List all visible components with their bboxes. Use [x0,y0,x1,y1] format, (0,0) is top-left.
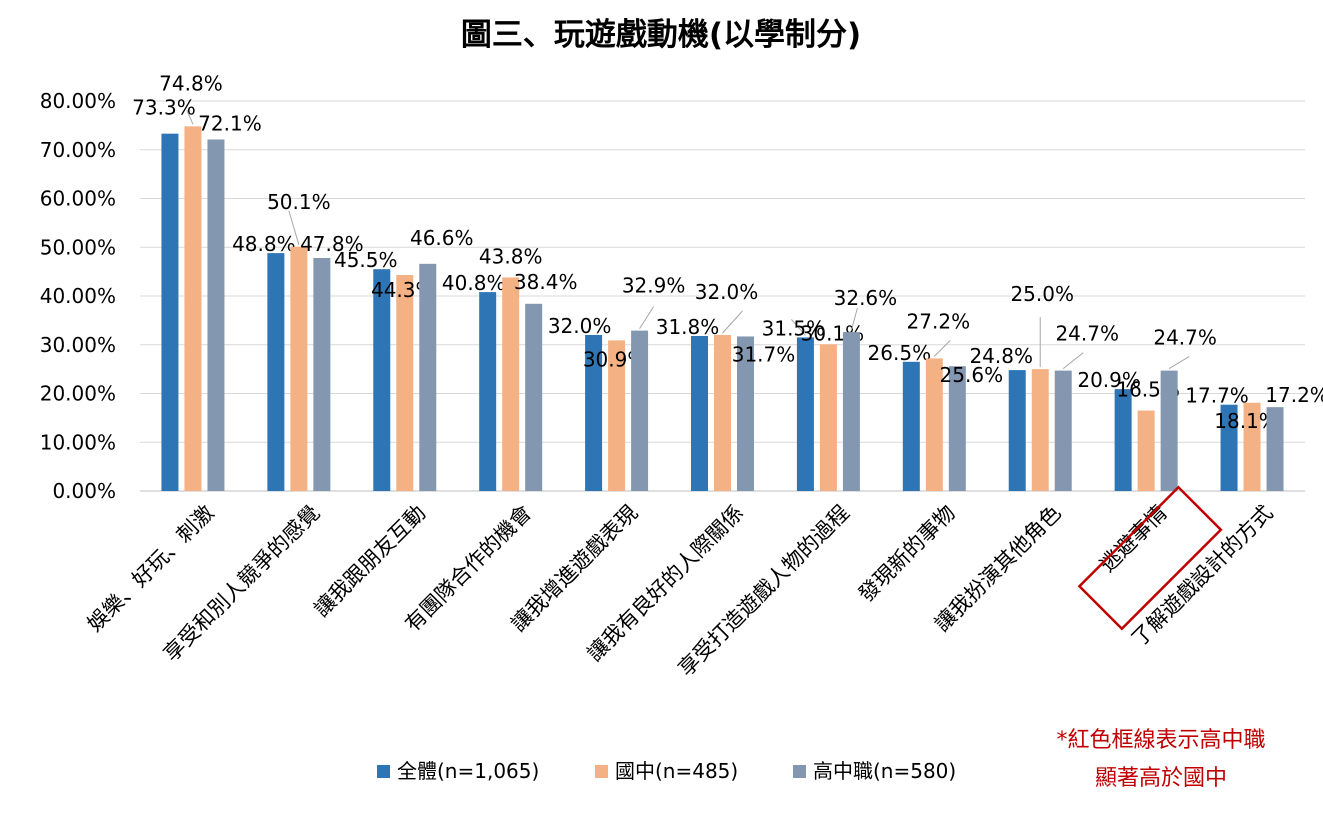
data-label: 25.6% [940,363,1004,387]
leader-line [850,307,858,331]
data-label: 73.3% [132,96,196,120]
leader-line [639,306,655,329]
y-tick-label: 40.00% [40,284,116,308]
bar [290,246,308,491]
legend-swatch [377,765,390,778]
legend-swatch [595,765,608,778]
bar [948,366,966,491]
data-label: 17.7% [1185,384,1249,408]
data-label: 32.0% [695,280,759,304]
bar [479,292,497,491]
y-tick-label: 10.00% [40,430,116,454]
bar [585,335,603,491]
bar [525,303,543,491]
leader-line [288,210,300,245]
x-category-label: 讓我跟朋友互動 [309,501,430,622]
data-label: 17.2% [1265,383,1323,407]
x-category-label: 逃避事情 [1095,501,1171,577]
y-tick-label: 20.00% [40,382,116,406]
leader-line [722,310,743,334]
bar [267,253,285,491]
leader-line [933,340,951,357]
bar [631,330,649,491]
chart-title: 圖三、玩遊戲動機(以學制分) [461,17,861,53]
highlight-box [1077,485,1223,631]
bar [419,263,437,491]
bar [608,340,626,491]
data-label: 31.7% [732,342,796,366]
data-label: 32.0% [548,314,612,338]
data-label: 50.1% [267,190,331,214]
data-label: 38.4% [514,270,578,294]
data-label: 32.9% [622,274,686,298]
data-label: 26.5% [868,341,932,365]
bar [1220,404,1238,491]
significance-note-line-1: *紅色框線表示高中職 [1056,728,1266,753]
bar [396,275,414,491]
data-label: 27.2% [907,309,971,333]
leader-line [186,110,194,125]
bar [207,139,225,491]
bar [796,337,814,491]
data-label: 31.5% [762,316,826,340]
data-label: 46.6% [410,226,474,250]
data-label: 43.8% [479,244,543,268]
data-label: 24.7% [1055,322,1119,346]
x-category-label: 享受打造遊戲人物的過程 [674,501,854,681]
bar [161,133,179,491]
bar [1266,407,1284,491]
bar [925,358,943,491]
bar [902,361,920,491]
data-label: 74.8% [159,71,223,95]
bar [184,126,202,491]
bar [737,336,754,491]
legend-label: 高中職(n=580) [813,759,956,783]
data-label: 20.9% [1077,368,1141,392]
leader-line [1168,356,1190,370]
significance-note: *紅色框線表示高中職 顯著高於國中 [1021,722,1301,798]
highlight-box-group [1077,485,1223,631]
data-label: 25.0% [1010,282,1074,306]
significance-note-line-2: 顯著高於國中 [1094,766,1227,791]
legend-label: 全體(n=1,065) [397,759,539,783]
leader-line [1062,352,1084,369]
bar [1008,370,1026,491]
bar [691,335,708,491]
bar [373,269,391,491]
y-tick-label: 70.00% [40,138,116,162]
leader-line [791,319,806,336]
data-label: 31.8% [656,315,720,339]
bar [502,277,520,491]
bar [1114,389,1132,491]
data-label: 24.8% [969,344,1033,368]
y-tick-label: 0.00% [52,479,116,503]
bar [842,332,860,491]
y-tick-label: 80.00% [40,89,116,113]
bar [1243,402,1261,491]
y-tick-label: 60.00% [40,187,116,211]
bar [1160,370,1178,491]
data-label: 45.5% [334,248,398,272]
bar [313,257,331,491]
x-category-label: 發現新的事物 [854,501,960,607]
y-tick-label: 30.00% [40,333,116,357]
bar [1054,370,1072,491]
bar [819,344,837,491]
data-label: 47.8% [300,232,364,256]
data-label: 24.7% [1153,326,1217,350]
bar [714,335,731,491]
legend-swatch [793,765,806,778]
data-label: 32.6% [834,286,898,310]
legend-label: 國中(n=485) [615,759,738,783]
data-label: 72.1% [198,112,262,136]
bar [1031,369,1049,491]
y-tick-label: 50.00% [40,235,116,259]
data-label: 48.8% [232,232,296,256]
data-label: 40.8% [442,271,506,295]
bar [1137,410,1155,491]
